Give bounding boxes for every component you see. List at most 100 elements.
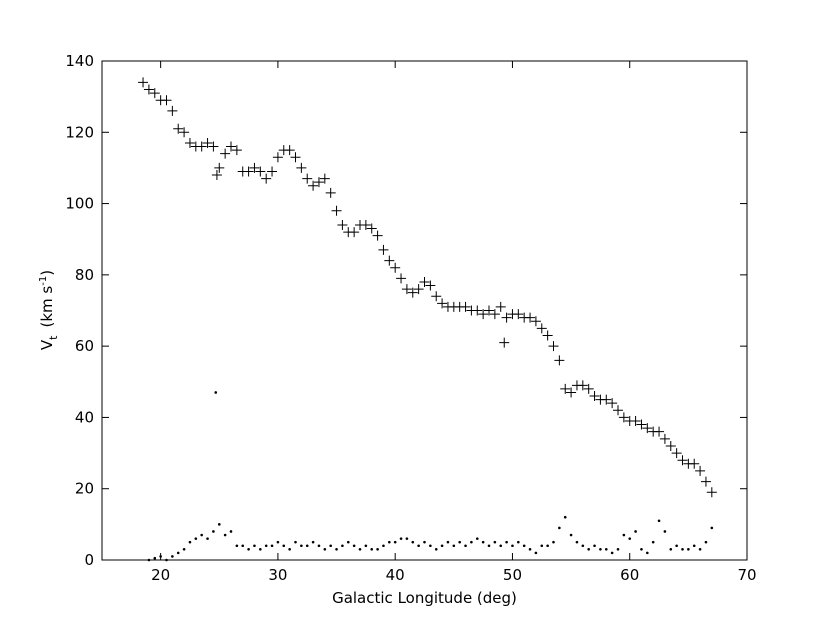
dot-marker [276,540,280,544]
dot-marker [440,544,444,548]
plus-marker [618,412,629,423]
dot-marker [540,544,544,548]
dot-marker [393,540,397,544]
y-tick-label: 140 [65,52,94,70]
plus-marker [290,152,301,163]
dot-marker [300,544,303,548]
dot-marker [235,544,239,548]
plus-marker [613,405,623,416]
plus-marker [654,426,665,437]
x-tick-label: 70 [737,566,756,584]
y-label-unit: (km s [38,286,56,328]
plus-marker [138,77,149,88]
dot-marker [599,548,602,551]
dot-marker [206,537,209,540]
plus-marker [577,380,588,391]
plus-marker [202,137,213,148]
dot-marker [517,540,520,544]
plus-marker [589,391,600,402]
dot-marker [411,540,415,544]
dot-marker [429,544,432,548]
x-tick-label: 40 [386,566,405,584]
dot-marker [464,544,467,548]
dot-marker [628,537,632,540]
plus-marker [513,309,524,320]
dot-marker [446,540,450,544]
plus-marker [337,219,348,230]
plus-marker [677,455,688,466]
dot-marker [511,544,514,548]
plus-marker [583,383,594,394]
dot-marker [188,540,192,544]
plus-marker [630,415,641,426]
plus-marker [272,152,283,163]
plus-marker [489,309,500,320]
dot-marker [657,519,661,523]
dot-marker [663,530,667,533]
dot-marker [241,544,245,548]
y-tick-label: 80 [75,266,94,284]
plus-marker [284,145,295,156]
plus-marker [501,312,512,323]
dot-marker [165,558,168,562]
plus-marker [642,423,653,434]
dot-marker [651,540,655,544]
dot-marker [200,533,203,537]
plus-marker [208,141,219,152]
plus-marker [360,219,371,230]
dot-marker [681,548,684,551]
dot-marker [622,533,626,537]
dot-marker [247,548,250,551]
dot-marker [687,548,690,551]
plus-marker [536,323,547,334]
dot-marker [546,544,549,548]
dot-marker [376,548,379,551]
plus-marker [560,383,571,394]
plus-marker [495,301,506,312]
plus-marker [267,166,278,177]
plus-marker [220,148,231,159]
dot-marker [399,537,403,540]
x-tick-label: 60 [620,566,639,584]
dot-marker [270,544,274,548]
plus-marker [390,262,401,273]
dot-marker [214,391,218,394]
plus-marker [407,287,418,298]
dot-marker [569,533,573,537]
plus-marker [437,298,448,309]
dot-marker [253,544,256,548]
y-tick-label: 120 [65,123,94,141]
y-tick-label: 20 [75,480,94,498]
dot-marker [335,548,338,551]
dot-marker [423,540,426,544]
dot-marker [522,544,526,548]
dot-marker [640,548,643,551]
plot-frame [101,60,748,561]
dot-marker [305,544,309,548]
dot-marker [159,555,162,558]
dot-marker [217,523,221,526]
plus-marker [231,145,242,156]
dot-marker [229,530,233,533]
plus-marker [460,301,471,312]
plus-marker [313,177,324,188]
dot-marker [358,548,362,551]
dot-marker [382,544,385,548]
plus-marker [425,280,436,291]
dot-marker [153,556,157,560]
dot-marker [587,548,590,551]
plus-marker [325,187,336,198]
y-axis-label: Vt (km s-1) [38,270,60,350]
dot-marker [552,540,555,544]
dot-marker [282,544,286,548]
plus-marker [308,180,319,191]
dot-marker [458,540,461,544]
dot-marker [481,540,485,544]
y-label-sub: t [47,335,60,340]
dot-marker [669,548,673,551]
dot-marker [323,548,327,551]
dot-marker [558,526,561,530]
dot-marker [698,548,702,551]
dot-marker [405,537,409,540]
